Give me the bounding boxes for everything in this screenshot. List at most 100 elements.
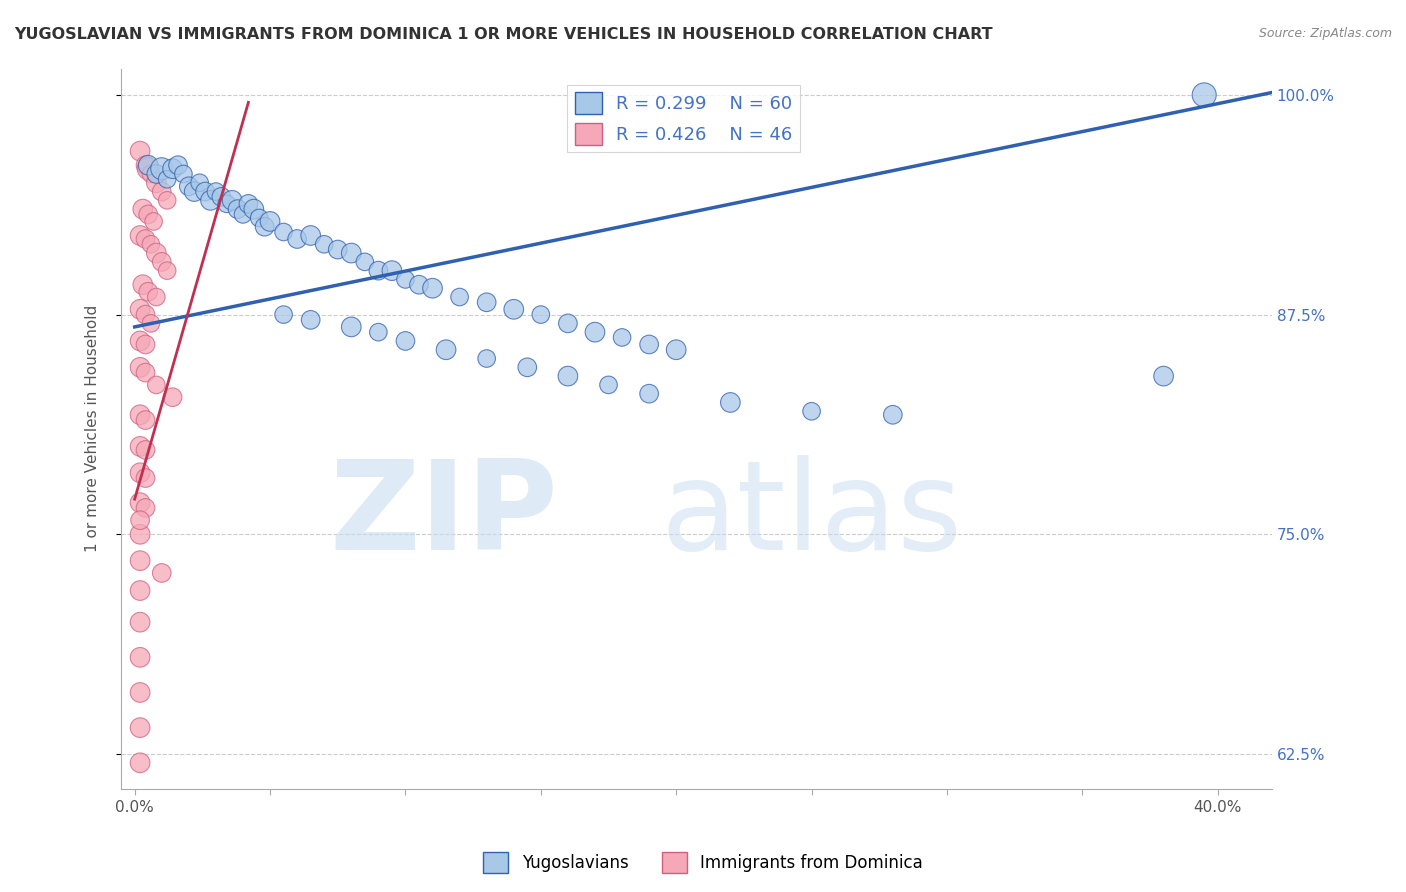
Point (145, 176, 167, 190)
Point (139, 237, 162, 252)
Point (129, 144, 152, 158)
Point (145, 377, 167, 392)
Point (340, 319, 363, 334)
Point (177, 179, 200, 194)
Point (136, 207, 159, 221)
Point (194, 185, 217, 199)
Point (134, 500, 156, 515)
Point (129, 650, 152, 665)
Point (129, 496, 152, 510)
Point (394, 334, 416, 348)
Point (134, 413, 156, 427)
Point (408, 277, 430, 292)
Point (162, 390, 184, 404)
Point (557, 317, 579, 331)
Point (134, 337, 156, 351)
Point (136, 158, 159, 172)
Point (150, 161, 173, 176)
Point (1192, 87, 1215, 102)
Point (475, 295, 498, 310)
Point (502, 302, 524, 317)
Point (150, 566, 173, 580)
Point (353, 255, 375, 269)
Point (136, 161, 159, 176)
Point (129, 228, 152, 243)
Point (665, 343, 688, 357)
Point (129, 685, 152, 699)
Point (882, 408, 904, 422)
Point (434, 343, 457, 357)
Point (205, 185, 228, 199)
Point (156, 172, 179, 186)
Point (129, 756, 152, 770)
Point (475, 351, 498, 366)
Point (134, 158, 156, 172)
Point (145, 167, 167, 181)
Point (139, 317, 162, 331)
Point (156, 263, 179, 277)
Point (557, 369, 579, 384)
Point (139, 167, 162, 181)
Point (183, 185, 205, 199)
Text: Source: ZipAtlas.com: Source: ZipAtlas.com (1258, 27, 1392, 40)
Point (583, 325, 606, 339)
Point (610, 330, 633, 344)
Point (150, 185, 173, 199)
Point (638, 337, 661, 351)
Point (145, 246, 167, 260)
Point (299, 313, 322, 327)
Text: atlas: atlas (661, 455, 963, 576)
Point (530, 308, 553, 322)
Point (129, 583, 152, 598)
Point (129, 615, 152, 629)
Point (134, 442, 156, 457)
Point (129, 302, 152, 317)
Point (259, 214, 281, 228)
Point (273, 225, 295, 239)
Point (516, 360, 538, 375)
Point (1153, 369, 1175, 384)
Legend: Yugoslavians, Immigrants from Dominica: Yugoslavians, Immigrants from Dominica (477, 846, 929, 880)
Point (200, 194, 222, 208)
Point (145, 290, 167, 304)
Point (638, 386, 661, 401)
Point (273, 308, 295, 322)
Point (718, 395, 741, 409)
Point (422, 281, 444, 295)
Text: YUGOSLAVIAN VS IMMIGRANTS FROM DOMINICA 1 OR MORE VEHICLES IN HOUSEHOLD CORRELAT: YUGOSLAVIAN VS IMMIGRANTS FROM DOMINICA … (14, 27, 993, 42)
Point (129, 721, 152, 735)
Y-axis label: 1 or more Vehicles in Household: 1 or more Vehicles in Household (86, 305, 100, 552)
Point (136, 285, 159, 299)
Point (598, 377, 620, 392)
Point (129, 466, 152, 480)
Point (129, 554, 152, 568)
Point (129, 527, 152, 541)
Point (285, 232, 308, 246)
Point (253, 219, 276, 234)
Point (188, 176, 211, 190)
Point (247, 211, 270, 225)
Point (129, 408, 152, 422)
Point (215, 197, 238, 211)
Point (232, 207, 254, 221)
Point (132, 202, 155, 216)
Point (226, 202, 249, 216)
Point (367, 263, 389, 277)
Point (132, 277, 155, 292)
Point (340, 246, 363, 260)
Point (394, 272, 416, 286)
Point (129, 439, 152, 453)
Legend: R = 0.299    N = 60, R = 0.426    N = 46: R = 0.299 N = 60, R = 0.426 N = 46 (568, 85, 800, 153)
Point (209, 190, 232, 204)
Point (314, 237, 336, 252)
Point (243, 202, 266, 216)
Text: ZIP: ZIP (329, 455, 558, 576)
Point (162, 161, 184, 176)
Point (238, 197, 260, 211)
Point (800, 404, 823, 418)
Point (142, 214, 165, 228)
Point (381, 263, 404, 277)
Point (367, 325, 389, 339)
Point (449, 290, 471, 304)
Point (134, 308, 156, 322)
